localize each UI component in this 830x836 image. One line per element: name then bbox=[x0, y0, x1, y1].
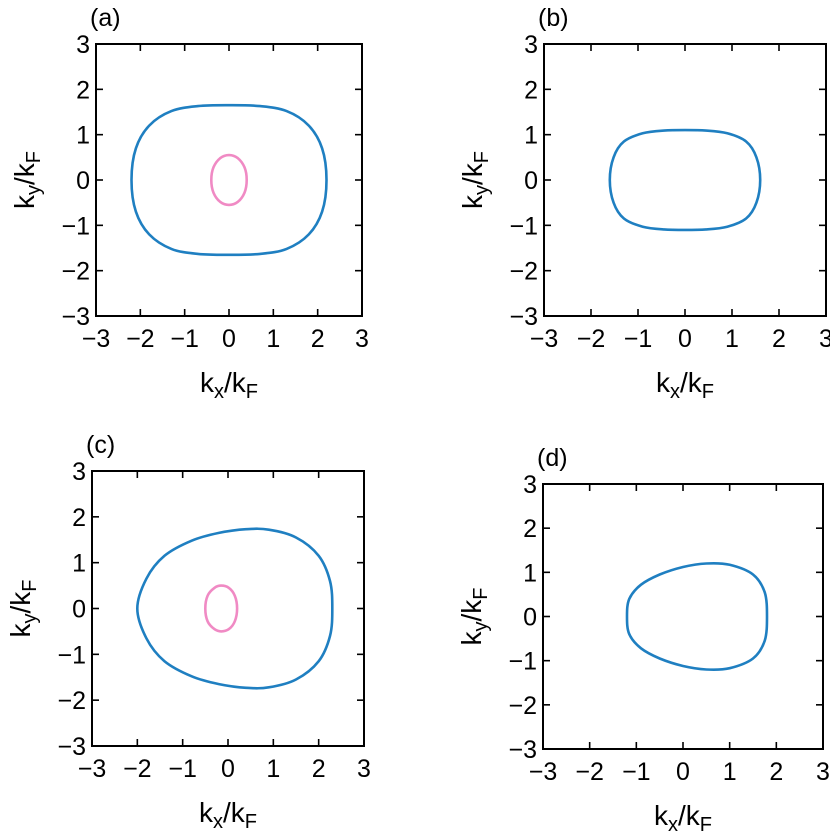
x-axis-label-c: kx/kF bbox=[199, 797, 257, 833]
y-tick-label-d: 0 bbox=[523, 604, 537, 632]
plot-frame-b bbox=[543, 43, 827, 317]
x-tick-label-d: −2 bbox=[575, 758, 604, 786]
x-tick-label-b: −1 bbox=[624, 325, 653, 353]
x-tick-label-c: −1 bbox=[168, 755, 197, 783]
x-tick-label-c: 0 bbox=[221, 755, 235, 783]
outer-contour-b bbox=[608, 128, 762, 232]
y-tick-label-a: 2 bbox=[76, 76, 90, 104]
x-tick-label-d: 2 bbox=[769, 758, 783, 786]
y-axis-label-b: ky/kF bbox=[457, 151, 493, 209]
y-tick-label-b: 3 bbox=[524, 31, 538, 59]
x-tick-label-b: 3 bbox=[819, 325, 830, 353]
y-tick-label-d: 3 bbox=[523, 471, 537, 499]
y-tick-label-b: 1 bbox=[524, 122, 538, 150]
y-tick-label-c: 0 bbox=[72, 596, 86, 624]
panel-label-a: (a) bbox=[90, 4, 121, 32]
x-tick-label-a: 1 bbox=[266, 325, 280, 353]
y-tick-label-d: 2 bbox=[523, 515, 537, 543]
x-tick-label-b: 0 bbox=[678, 325, 692, 353]
x-tick-label-a: 2 bbox=[311, 325, 325, 353]
x-axis-label-b: kx/kF bbox=[656, 367, 714, 403]
y-tick-label-c: −1 bbox=[57, 641, 86, 669]
plot-frame-a bbox=[95, 43, 363, 317]
x-tick-label-b: −3 bbox=[530, 325, 559, 353]
y-tick-label-d: −1 bbox=[508, 648, 537, 676]
y-tick-label-d: −2 bbox=[508, 692, 537, 720]
x-tick-label-d: −1 bbox=[622, 758, 651, 786]
y-tick-label-a: 0 bbox=[76, 167, 90, 195]
panel-d: −3 −2 −1 0 1 2 3 −3 −2 −1 0 1 2 3 kx/kF ky/kF (d) bbox=[456, 444, 830, 836]
x-axis-label-d: kx/kF bbox=[654, 800, 712, 836]
panel-b: −3 −2 −1 0 1 2 3 −3 −2 −1 0 1 2 3 kx/kF ky/kF (b) bbox=[457, 4, 830, 403]
x-tick-label-b: −2 bbox=[577, 325, 606, 353]
x-tick-label-a: 3 bbox=[355, 325, 369, 353]
outer-contour-d bbox=[625, 561, 769, 672]
outer-contour-a bbox=[130, 103, 328, 257]
x-tick-label-c: 2 bbox=[312, 755, 326, 783]
x-tick-label-d: 0 bbox=[676, 758, 690, 786]
x-tick-label-c: −3 bbox=[78, 755, 107, 783]
y-tick-label-b: 2 bbox=[524, 76, 538, 104]
panel-c: −3 −2 −1 0 1 2 3 −3 −2 −1 0 1 2 3 kx/kF ky/kF (c) bbox=[5, 431, 371, 833]
panel-label-d: (d) bbox=[537, 444, 568, 472]
plot-frame-c bbox=[91, 470, 365, 747]
y-tick-label-a: −2 bbox=[61, 258, 90, 286]
x-tick-label-c: −2 bbox=[123, 755, 152, 783]
panel-label-b: (b) bbox=[538, 4, 569, 32]
inner-contour-a bbox=[209, 153, 249, 207]
y-tick-label-a: 3 bbox=[76, 31, 90, 59]
outer-contour-c bbox=[135, 527, 334, 690]
x-tick-label-d: 1 bbox=[723, 758, 737, 786]
y-tick-label-b: −1 bbox=[509, 212, 538, 240]
x-tick-label-a: 0 bbox=[222, 325, 236, 353]
y-tick-label-b: 0 bbox=[524, 167, 538, 195]
panel-label-c: (c) bbox=[86, 431, 115, 459]
y-tick-label-c: 2 bbox=[72, 504, 86, 532]
y-axis-label-a: ky/kF bbox=[9, 151, 45, 209]
y-tick-label-d: 1 bbox=[523, 559, 537, 587]
x-tick-label-b: 2 bbox=[772, 325, 786, 353]
y-tick-label-a: −3 bbox=[61, 303, 90, 331]
y-tick-label-c: −3 bbox=[57, 733, 86, 761]
x-tick-label-a: −2 bbox=[126, 325, 155, 353]
y-axis-label-d: ky/kF bbox=[456, 588, 492, 646]
x-axis-label-a: kx/kF bbox=[200, 367, 258, 403]
y-tick-label-b: −3 bbox=[509, 303, 538, 331]
y-axis-label-c: ky/kF bbox=[5, 580, 41, 638]
plot-frame-d bbox=[542, 483, 824, 750]
x-tick-label-b: 1 bbox=[725, 325, 739, 353]
y-tick-label-c: −2 bbox=[57, 687, 86, 715]
panel-a: −3 −2 −1 0 1 2 3 −3 −2 −1 0 1 2 3 kx/kF ky/kF (a) bbox=[9, 4, 369, 403]
x-tick-label-a: −1 bbox=[170, 325, 199, 353]
x-tick-label-a: −3 bbox=[82, 325, 111, 353]
inner-contour-c bbox=[203, 584, 239, 633]
y-tick-label-a: −1 bbox=[61, 212, 90, 240]
x-tick-label-c: 1 bbox=[266, 755, 280, 783]
y-tick-label-c: 3 bbox=[72, 458, 86, 486]
y-tick-label-c: 1 bbox=[72, 550, 86, 578]
x-tick-label-c: 3 bbox=[357, 755, 371, 783]
x-tick-label-d: −3 bbox=[529, 758, 558, 786]
x-tick-label-d: 3 bbox=[816, 758, 830, 786]
y-tick-label-b: −2 bbox=[509, 258, 538, 286]
y-tick-label-a: 1 bbox=[76, 122, 90, 150]
y-tick-label-d: −3 bbox=[508, 736, 537, 764]
